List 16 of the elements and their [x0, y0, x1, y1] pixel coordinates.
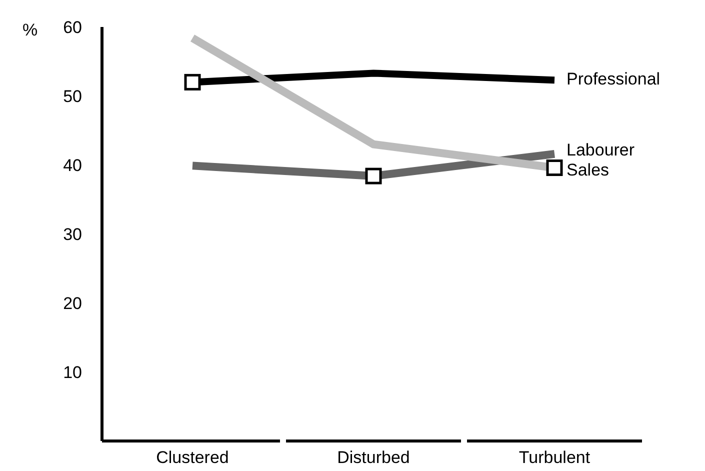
x-tick-label: Clustered [156, 448, 229, 467]
x-tick-label: Disturbed [337, 448, 410, 467]
y-tick-label: 40 [63, 156, 82, 175]
x-tick-label: Turbulent [518, 448, 590, 467]
point [184, 74, 201, 90]
y-tick-label: 20 [63, 294, 82, 313]
series-label: Professional [566, 70, 660, 89]
y-tick-label: 30 [63, 224, 82, 244]
point [546, 160, 563, 176]
series-label: Sales [566, 160, 610, 180]
y-axis-title: % [22, 20, 38, 40]
y-tick-label: 10 [63, 362, 82, 382]
y-tick-label: 50 [63, 86, 82, 106]
series-label: Labourer [566, 140, 635, 160]
point [365, 168, 382, 184]
y-tick-label: 60 [63, 18, 82, 37]
